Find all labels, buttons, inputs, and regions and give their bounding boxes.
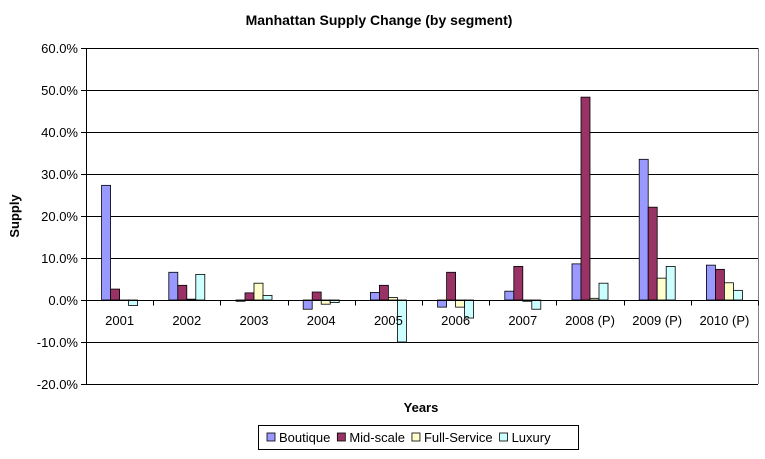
bar-boutique-2009-p- [638, 158, 649, 301]
bar-full-service-2009-p- [656, 277, 667, 301]
bar-full-service-2010-p- [724, 282, 734, 301]
legend-label: Mid-scale [349, 430, 405, 445]
x-tick-label: 2006 [441, 313, 470, 328]
legend-swatch [336, 432, 346, 442]
legend-swatch [411, 432, 421, 442]
bar-mid-scale-2004 [311, 291, 322, 301]
y-tick-label: 0.0% [48, 293, 78, 308]
bar-luxury-2007 [531, 299, 542, 310]
x-axis-title: Years [404, 400, 439, 415]
bar-luxury-2010-p- [733, 289, 743, 301]
x-tick-label: 2007 [508, 313, 537, 328]
bar-boutique-2004 [302, 299, 313, 310]
bar-boutique-2006 [437, 299, 448, 308]
legend-swatch [499, 432, 508, 442]
bar-mid-scale-2006 [446, 271, 457, 301]
x-tick-label: 2002 [172, 313, 201, 328]
y-tick-label: 30.0% [41, 167, 78, 182]
bar-luxury-2008-p- [598, 282, 609, 301]
bar-mid-scale-2002 [177, 284, 188, 301]
x-tick-label: 2005 [374, 313, 403, 328]
bar-full-service-2002 [186, 298, 197, 301]
bar-mid-scale-2008-p- [580, 96, 591, 301]
x-tick-label: 2009 (P) [632, 313, 682, 328]
bar-boutique-2002 [168, 271, 179, 301]
y-tick-label: 60.0% [41, 41, 78, 56]
bar-mid-scale-2007 [513, 265, 524, 301]
legend-swatch [266, 432, 276, 442]
y-tick-label: 20.0% [41, 209, 78, 224]
y-tick-label: -10.0% [37, 335, 79, 350]
bar-mid-scale-2003 [244, 292, 255, 301]
bar-boutique-2005 [369, 292, 380, 301]
bar-boutique-2001 [101, 184, 111, 301]
y-tick-label: -20.0% [37, 377, 79, 392]
bar-mid-scale-2001 [110, 288, 120, 301]
bar-full-service-2006 [455, 299, 466, 308]
legend: Boutique Mid-scale Full-Service Luxury [258, 425, 579, 450]
bar-boutique-2010-p- [706, 264, 716, 301]
y-tick-label: 10.0% [41, 251, 78, 266]
plot-area: -20.0% -10.0% 0.0% 10.0% 20.0% 30.0% 40.0% 50.0… [37, 41, 759, 392]
legend-item: Full-Service [411, 430, 493, 445]
y-tick-label: 50.0% [41, 83, 78, 98]
x-tick-label: 2008 (P) [565, 313, 615, 328]
chart-title: Manhattan Supply Change (by segment) [246, 12, 513, 28]
bar-boutique-2007 [504, 290, 515, 301]
bar-full-service-2005 [387, 297, 398, 301]
legend-item: Boutique [266, 430, 330, 445]
legend-label: Full-Service [424, 430, 493, 445]
bar-mid-scale-2009-p- [647, 206, 658, 301]
bar-mid-scale-2010-p- [715, 268, 725, 301]
y-axis-title: Supply [7, 194, 22, 238]
x-tick-label: 2001 [105, 313, 134, 328]
x-tick-label: 2003 [240, 313, 269, 328]
bar-mid-scale-2005 [378, 284, 389, 301]
bar-luxury-2003 [262, 294, 273, 301]
bar-full-service-2008-p- [589, 297, 600, 301]
legend-item: Luxury [499, 430, 552, 445]
legend-label: Luxury [512, 430, 552, 445]
bar-luxury-2002 [195, 273, 206, 301]
x-tick-label: 2010 (P) [699, 313, 749, 328]
legend-label: Boutique [279, 430, 330, 445]
bar-luxury-2009-p- [665, 265, 676, 301]
y-tick-label: 40.0% [41, 125, 78, 140]
legend-item: Mid-scale [336, 430, 405, 445]
bar-full-service-2003 [253, 282, 264, 301]
x-tick-label: 2004 [307, 313, 336, 328]
bar-boutique-2008-p- [571, 263, 582, 301]
